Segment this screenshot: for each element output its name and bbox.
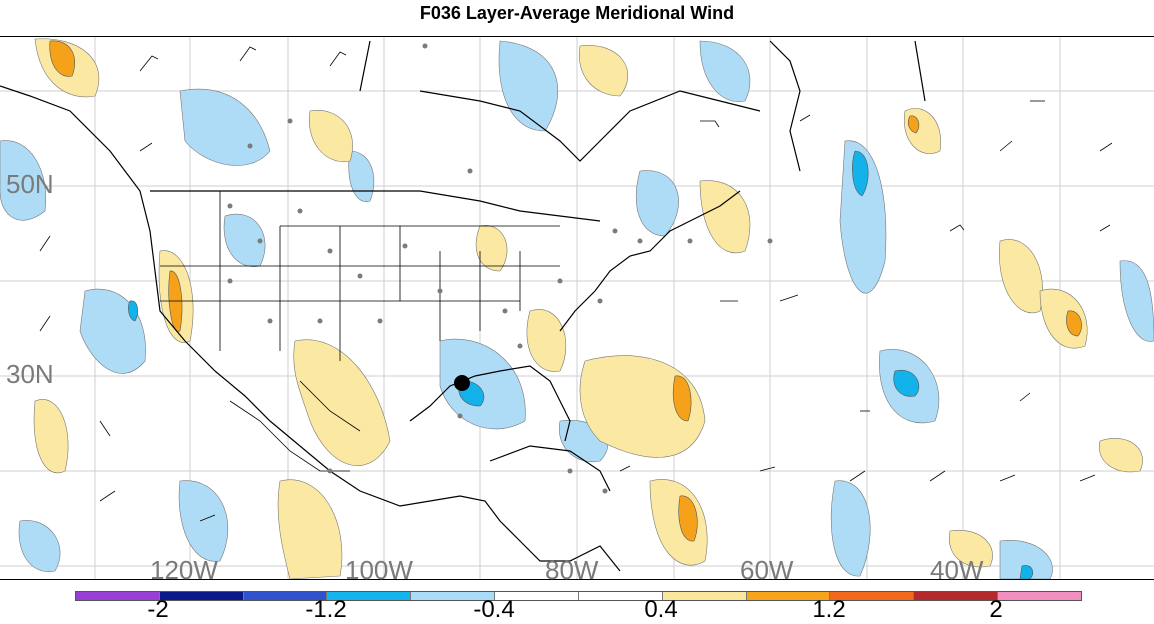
colorbar-segment: [998, 592, 1081, 600]
colorbar-label: -1.2: [305, 596, 347, 623]
colorbar-label: -0.4: [473, 596, 515, 623]
positive-wind-regions: [33, 38, 1143, 580]
colorbar-label: -2: [147, 596, 169, 623]
colorbar-label: 0.4: [644, 596, 678, 623]
colorbar-segment: [327, 592, 412, 600]
lon-label-60w: 60W: [740, 555, 794, 585]
colorbar-segment: [76, 592, 160, 600]
colorbar-label: 2: [989, 596, 1003, 623]
lon-label-100w: 100W: [345, 555, 413, 585]
colorbar-segment: [159, 592, 244, 600]
map-title: F036 Layer-Average Meridional Wind: [419, 3, 735, 23]
colorbar-label: 1.2: [812, 596, 846, 623]
coastlines: [0, 40, 926, 572]
graticule: [0, 37, 1154, 579]
colorbar-segment: [495, 592, 579, 600]
colorbar-segment: [578, 592, 663, 600]
map-panel: 50N 30N 120W 100W 80W 60W 40W: [0, 36, 1154, 585]
colorbar-segment: [411, 592, 496, 600]
lon-label-80w: 80W: [545, 555, 599, 585]
lat-label-30n: 30N: [6, 359, 54, 389]
observation-stations: [227, 43, 773, 494]
state-borders: [160, 191, 560, 472]
colorbar-segment: [662, 592, 747, 600]
colorbar-segment: [830, 592, 915, 600]
map-canvas: [0, 37, 1154, 580]
colorbar-segment: [243, 592, 328, 600]
lon-label-40w: 40W: [930, 555, 984, 585]
lon-label-120w: 120W: [150, 555, 218, 585]
location-marker: [454, 375, 470, 391]
strong-positive-wind-regions: [49, 40, 1082, 542]
colorbar: [75, 591, 1082, 601]
wind-barbs: [39, 46, 1113, 522]
colorbar-segment: [746, 592, 831, 600]
colorbar-segment: [914, 592, 999, 600]
lat-label-50n: 50N: [6, 169, 54, 199]
